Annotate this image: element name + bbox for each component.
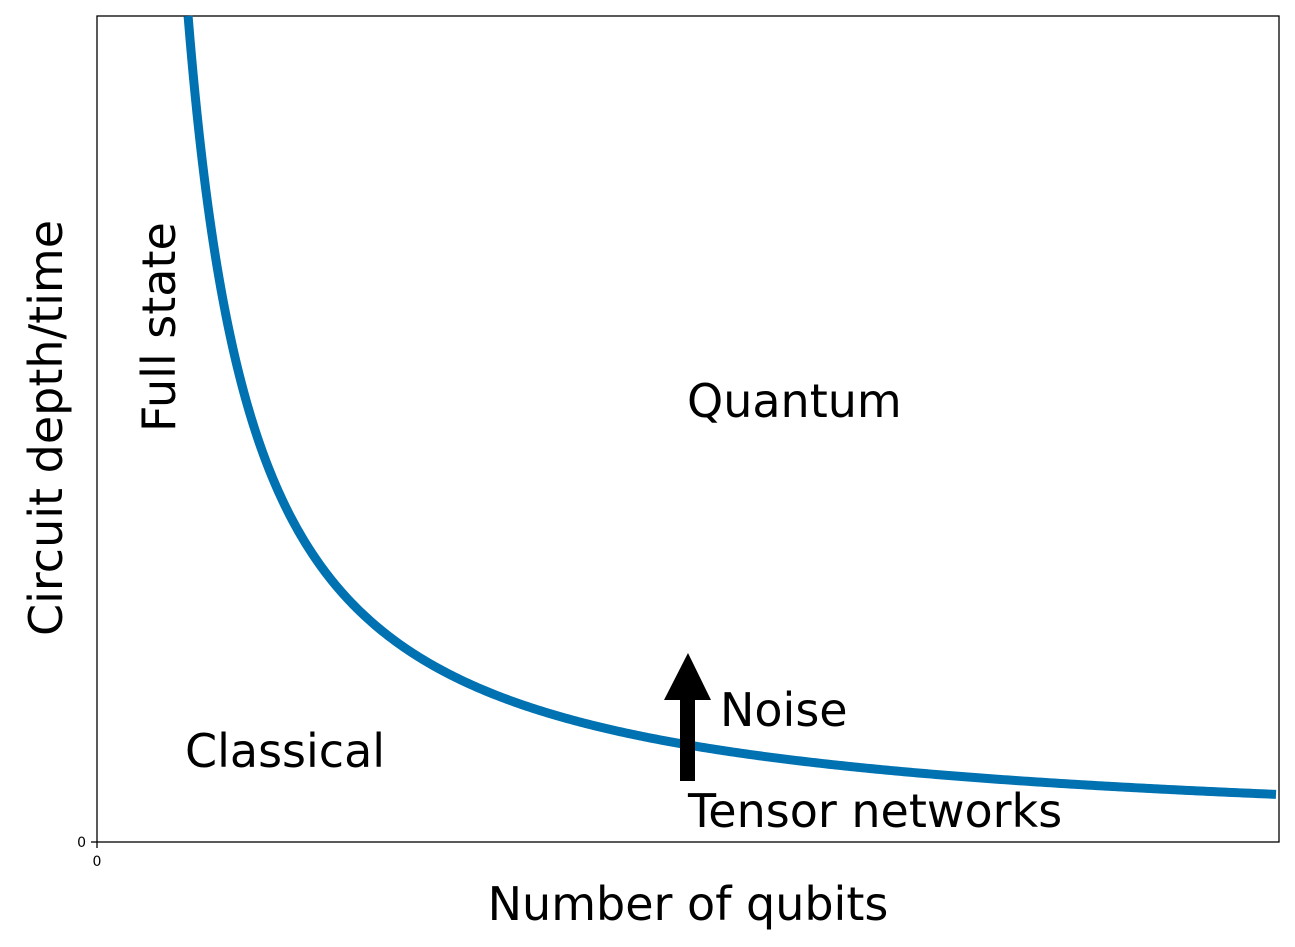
tensor-networks-label: Tensor networks: [687, 784, 1062, 838]
x-axis-label: Number of qubits: [488, 877, 889, 931]
y-axis-label: Circuit depth/time: [19, 220, 73, 636]
x-tick-label: 0: [93, 854, 102, 870]
y-tick-label: 0: [77, 835, 86, 851]
noise-arrow-shaft: [680, 697, 695, 781]
noise-label: Noise: [720, 683, 848, 737]
noise-arrow-head: [664, 653, 711, 700]
noise-arrow: [664, 653, 711, 781]
series-line: [183, 15, 1277, 799]
quantum-label: Quantum: [687, 374, 902, 428]
classical-label: Classical: [185, 724, 385, 778]
plot-frame: [96, 15, 1280, 843]
full-state-label: Full state: [132, 222, 186, 432]
